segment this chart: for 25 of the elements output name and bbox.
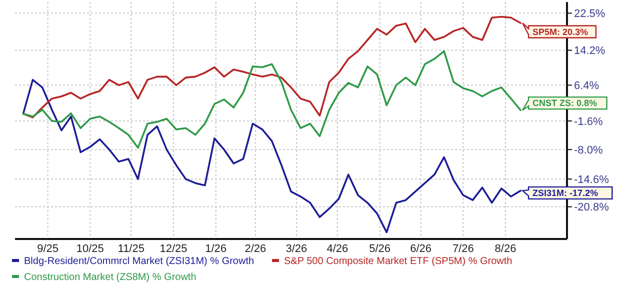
- annotation: CNST ZS: 0.8%: [532, 98, 598, 108]
- x-tick-label: 4/26: [326, 243, 348, 255]
- x-tick-label: 11/25: [118, 243, 144, 255]
- x-tick-label: 1/26: [205, 243, 227, 255]
- x-tick-label: 6/26: [410, 243, 432, 255]
- legend-label: Construction Market (ZS8M) % Growth: [24, 272, 196, 283]
- x-tick-label: 5/26: [369, 243, 391, 255]
- y-tick-label: 6.4%: [574, 80, 600, 92]
- y-tick-label: -14.6%: [574, 174, 610, 186]
- y-tick-label: 14.2%: [574, 45, 606, 58]
- y-tick-label: -8.0%: [574, 144, 603, 156]
- x-tick-label: 12/25: [160, 243, 188, 255]
- legend-label: S&P 500 Composite Market ETF (SP5M) % Growth: [284, 256, 512, 267]
- x-tick-label: 10/25: [76, 243, 104, 255]
- legend-label: Bldg-Resident/Commrcl Market (ZSI31M) % Growth: [24, 256, 254, 267]
- annotation: ZSI31M: -17.2%: [532, 188, 598, 198]
- x-tick-label: 7/26: [452, 243, 474, 255]
- y-tick-label: -20.8%: [574, 202, 610, 214]
- y-tick-label: -1.6%: [574, 116, 603, 128]
- annotation: SP5M: 20.3%: [532, 26, 588, 37]
- x-tick-label: 8/26: [494, 243, 516, 255]
- x-tick-label: 3/26: [286, 243, 308, 255]
- y-tick-label: 22.5%: [574, 8, 606, 20]
- x-tick-label: 9/25: [37, 243, 59, 255]
- x-tick-label: 2/26: [244, 243, 266, 255]
